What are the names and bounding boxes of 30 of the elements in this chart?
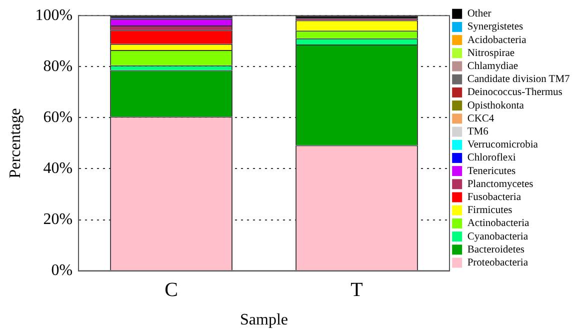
- legend-label: Firmicutes: [467, 205, 512, 216]
- legend-label: Other: [467, 8, 492, 20]
- legend-label: Acidobacteria: [467, 34, 527, 46]
- legend-label: Fusobacteria: [467, 192, 522, 203]
- legend-label: Actinobacteria: [467, 218, 530, 230]
- legend-label: Chloroflexi: [467, 152, 516, 164]
- legend-label: Chlamydiae: [467, 61, 518, 72]
- legend-label: Deinococcus-Thermus: [467, 87, 562, 98]
- legend-label: Verrucomicrobia: [467, 140, 538, 151]
- y-tick-label: 0%: [51, 262, 73, 280]
- legend-label: CKC4: [467, 113, 495, 124]
- y-tick-label: 40%: [43, 160, 73, 177]
- legend-label: Planctomycetes: [467, 178, 534, 190]
- x-axis-title: Sample: [240, 312, 288, 329]
- legend-label: Bacteroidetes: [467, 244, 524, 256]
- legend-label: Nitrospirae: [467, 48, 515, 59]
- x-tick-label: C: [164, 279, 178, 302]
- legend-label: Candidate division TM7: [467, 74, 570, 86]
- y-tick-label: 80%: [43, 58, 73, 75]
- legend-label: TM6: [467, 126, 488, 138]
- legend-label: Tenericutes: [467, 166, 516, 177]
- y-tick-label: 60%: [43, 108, 73, 126]
- legend-label: Opisthokonta: [467, 100, 524, 112]
- x-tick-label: T: [350, 279, 363, 302]
- y-tick-label: 100%: [35, 6, 73, 24]
- legend-label: Synergistetes: [467, 22, 524, 33]
- y-tick-label: 20%: [43, 210, 73, 228]
- legend-label: Cyanobacteria: [467, 231, 528, 242]
- legend-label: Proteobacteria: [467, 258, 528, 268]
- y-axis-title: Percentage: [6, 108, 24, 178]
